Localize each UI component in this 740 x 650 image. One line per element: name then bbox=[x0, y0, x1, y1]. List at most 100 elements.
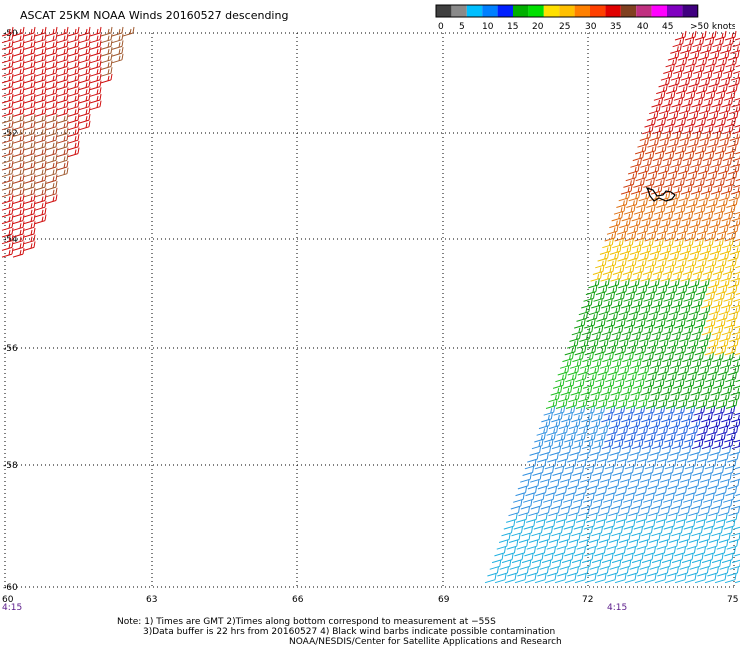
wind-barb bbox=[674, 30, 687, 41]
wind-barb bbox=[573, 493, 585, 503]
wind-barb bbox=[553, 520, 566, 530]
wind-barb bbox=[506, 513, 518, 523]
wind-barb bbox=[590, 499, 603, 510]
wind-barb bbox=[709, 131, 722, 141]
wind-barb bbox=[727, 453, 739, 463]
wind-barb bbox=[557, 566, 569, 577]
lon-label: 75 bbox=[727, 595, 738, 605]
wind-barb bbox=[624, 432, 636, 443]
wind-barb bbox=[555, 399, 568, 409]
wind-barb bbox=[654, 319, 666, 329]
wind-barb bbox=[568, 419, 581, 430]
wind-barb bbox=[620, 272, 633, 282]
wind-barb bbox=[660, 272, 673, 282]
wind-barb bbox=[651, 325, 664, 336]
wind-barb bbox=[585, 486, 598, 497]
wind-barb bbox=[569, 359, 582, 369]
wind-barb bbox=[56, 93, 69, 104]
wind-barb bbox=[595, 285, 608, 296]
wind-barb bbox=[527, 566, 539, 577]
wind-barb bbox=[578, 305, 591, 316]
wind-barb bbox=[67, 33, 80, 44]
wind-barb bbox=[652, 238, 664, 249]
wind-barb bbox=[78, 93, 91, 104]
wind-barb bbox=[636, 225, 649, 235]
wind-barb bbox=[592, 265, 605, 275]
wind-barb bbox=[45, 167, 58, 178]
wind-barb bbox=[684, 118, 697, 128]
wind-barb bbox=[45, 73, 58, 84]
wind-barb bbox=[724, 546, 736, 557]
wind-barb bbox=[628, 305, 641, 316]
wind-barb bbox=[670, 71, 683, 81]
wind-barb bbox=[646, 540, 659, 550]
wind-barb bbox=[685, 486, 698, 497]
wind-barb bbox=[592, 379, 605, 389]
wind-barb bbox=[639, 359, 652, 369]
wind-barb bbox=[567, 453, 579, 463]
wind-barb bbox=[721, 211, 734, 222]
scale-swatch bbox=[451, 5, 467, 17]
wind-barb bbox=[700, 185, 713, 195]
wind-barb bbox=[712, 265, 725, 275]
wind-barb bbox=[680, 158, 692, 168]
wind-barb bbox=[580, 473, 592, 483]
wind-barb bbox=[56, 107, 69, 117]
wind-barb bbox=[111, 40, 124, 50]
wind-barb bbox=[682, 151, 695, 162]
wind-barb bbox=[627, 453, 639, 463]
wind-barb bbox=[565, 399, 578, 409]
wind-barb bbox=[713, 520, 726, 530]
scale-swatch bbox=[590, 5, 606, 17]
wind-barb bbox=[696, 312, 709, 322]
wind-barb bbox=[694, 118, 707, 128]
wind-barb bbox=[656, 426, 669, 436]
wind-barb bbox=[624, 319, 636, 329]
wind-barb bbox=[45, 53, 58, 64]
wind-barb bbox=[601, 439, 614, 450]
wind-barb bbox=[539, 446, 552, 456]
wind-barb bbox=[680, 185, 693, 195]
wind-barb bbox=[575, 486, 588, 497]
wind-barb bbox=[590, 272, 603, 282]
wind-barb bbox=[597, 453, 609, 463]
wind-barb bbox=[617, 365, 630, 376]
wind-barb bbox=[677, 453, 689, 463]
wind-barb bbox=[725, 285, 738, 296]
wind-barb bbox=[667, 164, 680, 175]
wind-barb bbox=[700, 71, 713, 81]
wind-barb bbox=[728, 77, 740, 88]
wind-barb bbox=[582, 379, 595, 389]
wind-barb bbox=[659, 245, 672, 255]
wind-barb bbox=[700, 386, 713, 396]
wind-barb bbox=[1, 80, 14, 91]
wind-barb bbox=[566, 540, 579, 550]
wind-barb bbox=[593, 520, 606, 530]
wind-barb bbox=[45, 140, 58, 151]
wind-barb bbox=[537, 479, 550, 490]
wind-barb bbox=[720, 185, 733, 195]
wind-barb bbox=[558, 506, 570, 517]
wind-barb bbox=[554, 546, 566, 557]
wind-barb bbox=[513, 493, 525, 503]
wind-barb bbox=[654, 345, 667, 356]
wind-barb bbox=[710, 499, 723, 510]
wind-barb bbox=[669, 218, 681, 229]
wind-barb bbox=[659, 131, 672, 141]
wind-barb bbox=[711, 439, 724, 450]
wind-barb bbox=[78, 47, 91, 57]
wind-barb bbox=[733, 499, 740, 503]
wind-barb bbox=[681, 325, 694, 336]
wind-barb bbox=[89, 93, 102, 104]
wind-barb bbox=[646, 513, 658, 523]
wind-barb bbox=[718, 506, 730, 517]
wind-barb bbox=[699, 131, 712, 141]
wind-barb bbox=[667, 453, 679, 463]
wind-barb bbox=[536, 540, 549, 550]
wind-barb bbox=[677, 138, 689, 148]
wind-barb bbox=[616, 198, 628, 208]
wind-barb bbox=[644, 459, 657, 470]
wind-barb bbox=[583, 292, 596, 302]
wind-barb bbox=[708, 191, 721, 202]
wind-barb bbox=[642, 151, 655, 162]
